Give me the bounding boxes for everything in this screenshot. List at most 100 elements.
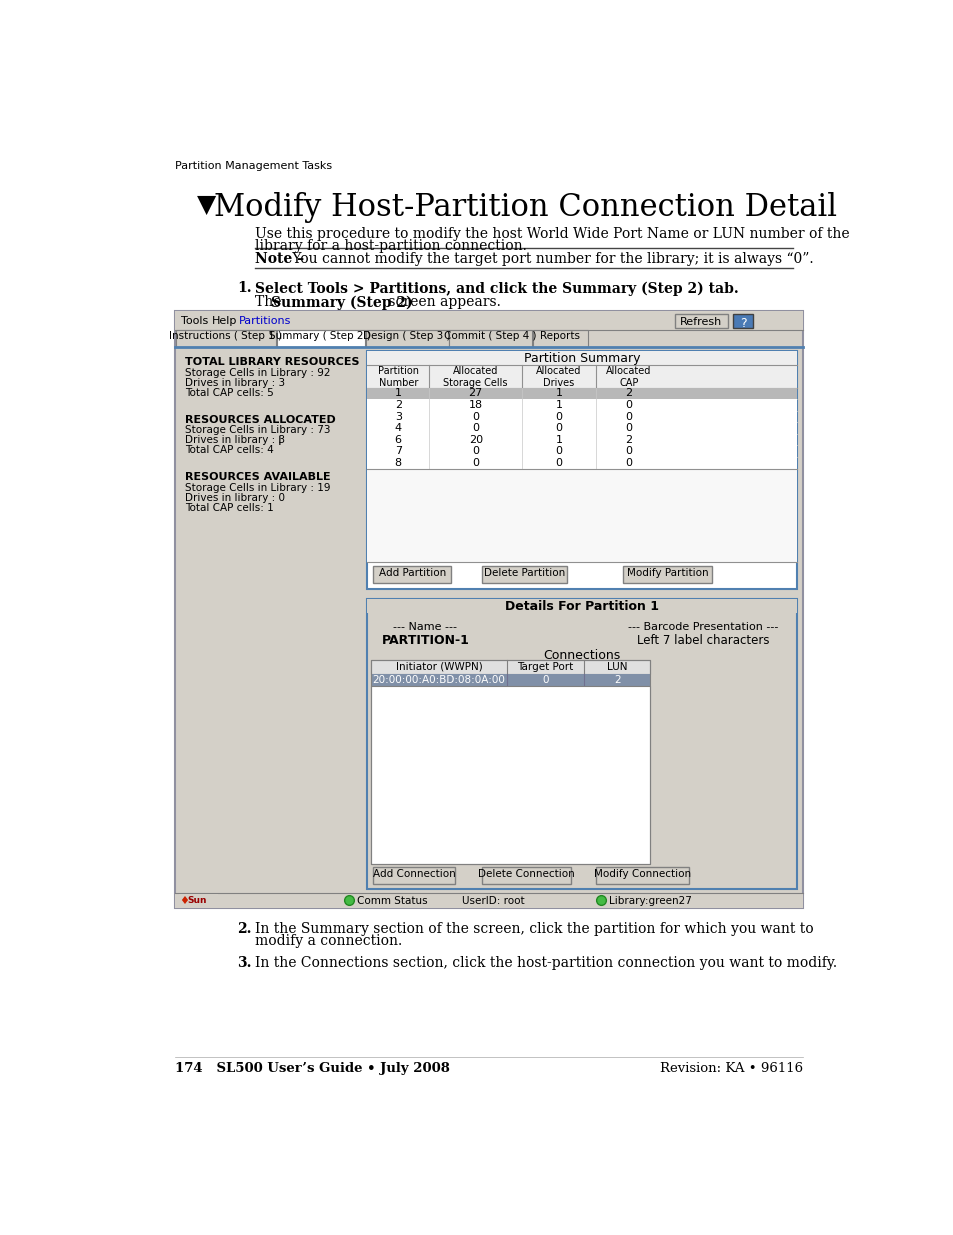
Bar bbox=[365, 330, 448, 347]
Text: 7: 7 bbox=[395, 446, 401, 456]
Text: screen appears.: screen appears. bbox=[384, 295, 500, 309]
Text: In the Summary section of the screen, click the partition for which you want to: In the Summary section of the screen, cl… bbox=[254, 923, 813, 936]
Bar bbox=[367, 411, 796, 422]
Text: Refresh: Refresh bbox=[679, 317, 721, 327]
Text: Partition Summary: Partition Summary bbox=[523, 352, 639, 366]
Text: --- Barcode Presentation ---: --- Barcode Presentation --- bbox=[628, 621, 778, 632]
Text: In the Connections section, click the host-partition connection you want to modi: In the Connections section, click the ho… bbox=[254, 956, 836, 969]
Text: 1.: 1. bbox=[236, 282, 252, 295]
Text: Tools: Tools bbox=[181, 316, 209, 326]
Text: Initiator (WWPN): Initiator (WWPN) bbox=[395, 662, 482, 672]
Bar bbox=[367, 351, 796, 589]
Bar bbox=[174, 311, 802, 330]
Text: 27: 27 bbox=[468, 389, 482, 399]
Text: Partition
Number: Partition Number bbox=[377, 366, 418, 388]
Text: Comm Status: Comm Status bbox=[356, 895, 427, 905]
Text: Connections: Connections bbox=[542, 650, 619, 662]
Text: Modify Host-Partition Connection Detail: Modify Host-Partition Connection Detail bbox=[213, 193, 836, 224]
Text: 8: 8 bbox=[395, 458, 401, 468]
Bar bbox=[367, 446, 796, 457]
Bar bbox=[367, 599, 796, 613]
Text: You cannot modify the target port number for the library; it is always “0”.: You cannot modify the target port number… bbox=[288, 252, 813, 267]
Text: 0: 0 bbox=[555, 458, 562, 468]
Text: 0: 0 bbox=[555, 446, 562, 456]
Bar bbox=[533, 330, 587, 347]
Text: --- Name ---: --- Name --- bbox=[393, 621, 456, 632]
Text: Modify Connection: Modify Connection bbox=[593, 869, 690, 879]
Text: RESOURCES ALLOCATED: RESOURCES ALLOCATED bbox=[185, 415, 335, 425]
Bar bbox=[367, 468, 796, 562]
Text: 0: 0 bbox=[472, 424, 478, 433]
Text: 1: 1 bbox=[395, 389, 401, 399]
Text: Details For Partition 1: Details For Partition 1 bbox=[504, 600, 659, 614]
Text: Modify Partition: Modify Partition bbox=[626, 568, 708, 578]
Bar bbox=[481, 867, 571, 884]
Text: Sun: Sun bbox=[187, 895, 207, 905]
Text: I: I bbox=[278, 436, 281, 448]
Text: Delete Partition: Delete Partition bbox=[483, 568, 564, 578]
Text: 3: 3 bbox=[395, 411, 401, 421]
Bar bbox=[276, 330, 365, 347]
Text: Note –: Note – bbox=[254, 252, 304, 267]
Text: 6: 6 bbox=[395, 435, 401, 445]
Text: Storage Cells in Library : 73: Storage Cells in Library : 73 bbox=[185, 425, 331, 436]
Text: 0: 0 bbox=[472, 458, 478, 468]
Bar bbox=[367, 364, 796, 388]
Text: Partitions: Partitions bbox=[238, 316, 291, 326]
Bar bbox=[367, 388, 796, 399]
Text: library for a host-partition connection.: library for a host-partition connection. bbox=[254, 240, 526, 253]
Text: Library:green27: Library:green27 bbox=[608, 895, 691, 905]
Text: ▼: ▼ bbox=[196, 194, 215, 217]
Text: UserID: root: UserID: root bbox=[461, 895, 524, 905]
Text: 3.: 3. bbox=[236, 956, 252, 969]
Text: The: The bbox=[254, 295, 286, 309]
Text: PARTITION-1: PARTITION-1 bbox=[381, 634, 469, 647]
Bar bbox=[371, 687, 649, 864]
Bar bbox=[596, 867, 688, 884]
Text: Instructions ( Step 1 ): Instructions ( Step 1 ) bbox=[169, 331, 282, 341]
Text: Drives in library : 3: Drives in library : 3 bbox=[185, 378, 285, 388]
Bar bbox=[449, 330, 532, 347]
Bar bbox=[622, 567, 711, 583]
Text: 20: 20 bbox=[468, 435, 482, 445]
Text: 2: 2 bbox=[395, 400, 401, 410]
Text: 20:00:00:A0:BD:08:0A:00: 20:00:00:A0:BD:08:0A:00 bbox=[372, 674, 505, 685]
Text: Drives in library : 3: Drives in library : 3 bbox=[185, 436, 285, 446]
Bar bbox=[174, 311, 802, 908]
Text: 0: 0 bbox=[624, 424, 632, 433]
Bar bbox=[367, 433, 796, 446]
Text: Target Port: Target Port bbox=[517, 662, 573, 672]
Bar bbox=[179, 894, 217, 906]
Text: Partition Management Tasks: Partition Management Tasks bbox=[174, 162, 332, 172]
Bar bbox=[371, 674, 649, 687]
Text: Drives in library : 0: Drives in library : 0 bbox=[185, 493, 285, 503]
Text: 0: 0 bbox=[472, 411, 478, 421]
Text: Delete Connection: Delete Connection bbox=[477, 869, 575, 879]
Text: Storage Cells in Library : 92: Storage Cells in Library : 92 bbox=[185, 368, 331, 378]
Text: ♦: ♦ bbox=[179, 895, 189, 905]
Text: 4: 4 bbox=[395, 424, 401, 433]
Text: Storage Cells in Library : 19: Storage Cells in Library : 19 bbox=[185, 483, 331, 493]
Bar bbox=[371, 661, 649, 864]
Bar bbox=[367, 599, 796, 889]
Text: Summary (Step 2): Summary (Step 2) bbox=[271, 295, 413, 310]
Text: 2: 2 bbox=[613, 674, 619, 685]
Text: Design ( Step 3 ): Design ( Step 3 ) bbox=[363, 331, 450, 341]
Text: Reports: Reports bbox=[539, 331, 579, 341]
Bar bbox=[367, 422, 796, 433]
Text: Allocated
CAP: Allocated CAP bbox=[605, 366, 651, 388]
Bar bbox=[367, 457, 796, 468]
Text: 0: 0 bbox=[541, 674, 548, 685]
Bar bbox=[371, 661, 649, 674]
Text: 1: 1 bbox=[555, 389, 562, 399]
Text: Summary ( Step 2 ): Summary ( Step 2 ) bbox=[269, 331, 371, 341]
Text: Allocated
Storage Cells: Allocated Storage Cells bbox=[443, 366, 507, 388]
Text: 1: 1 bbox=[555, 435, 562, 445]
Text: Select Tools > Partitions, and click the Summary (Step 2) tab.: Select Tools > Partitions, and click the… bbox=[254, 282, 738, 296]
Text: TOTAL LIBRARY RESOURCES: TOTAL LIBRARY RESOURCES bbox=[185, 357, 359, 367]
Text: 0: 0 bbox=[624, 400, 632, 410]
Bar bbox=[367, 399, 796, 411]
Text: Total CAP cells: 1: Total CAP cells: 1 bbox=[185, 503, 274, 514]
Text: 2.: 2. bbox=[236, 923, 252, 936]
Text: 0: 0 bbox=[624, 446, 632, 456]
